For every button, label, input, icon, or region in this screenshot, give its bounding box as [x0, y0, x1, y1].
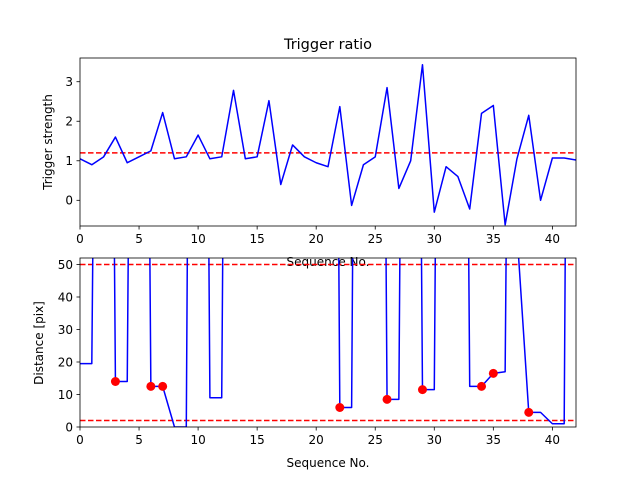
- y-axis-title: Distance [pix]: [32, 301, 46, 385]
- x-tick-label: 15: [250, 433, 265, 447]
- x-tick-label: 5: [135, 232, 143, 246]
- x-tick-label: 10: [190, 232, 205, 246]
- x-tick-label: 35: [486, 232, 501, 246]
- plot-area: [80, 258, 576, 427]
- data-point: [524, 407, 534, 417]
- data-point: [488, 368, 498, 378]
- y-tick-label: 0: [65, 420, 73, 434]
- y-tick-label: 1: [65, 154, 73, 168]
- data-point: [158, 381, 168, 391]
- x-tick-label: 5: [135, 433, 143, 447]
- x-tick-label: 40: [545, 433, 560, 447]
- x-tick-label: 25: [368, 232, 383, 246]
- plot-frame: [79, 57, 577, 227]
- x-tick-label: 0: [76, 232, 84, 246]
- data-point: [477, 381, 487, 391]
- data-point: [335, 403, 345, 412]
- data-point: [110, 377, 120, 386]
- y-tick-label: 0: [65, 194, 73, 208]
- y-axis-title: Trigger strength: [41, 94, 55, 191]
- x-tick-label: 30: [427, 433, 442, 447]
- y-tick-label: 50: [58, 258, 73, 272]
- x-tick-label: 35: [486, 433, 501, 447]
- x-axis-title: Sequence No.: [287, 255, 370, 269]
- x-tick-label: 20: [309, 433, 324, 447]
- distance-chart: Sequence No. Distance [pix] 0 5 10 15 20 25 30…: [32, 257, 577, 470]
- chart-title: Trigger ratio: [283, 37, 372, 53]
- plot-frame: [79, 257, 577, 428]
- y-tick-label: 2: [65, 115, 73, 129]
- x-tick-label: 20: [309, 232, 324, 246]
- x-tick-label: 30: [427, 232, 442, 246]
- y-tick-label: 10: [58, 388, 73, 402]
- data-point: [146, 381, 156, 391]
- x-tick-label: 0: [76, 433, 84, 447]
- y-tick-label: 40: [58, 290, 73, 304]
- plot-area: [80, 63, 576, 226]
- x-tick-label: 10: [190, 433, 205, 447]
- y-tick-label: 3: [65, 75, 73, 89]
- x-tick-label: 15: [250, 232, 265, 246]
- trigger-ratio-chart: Trigger ratio Sequence No. Trigger stren…: [41, 37, 577, 269]
- y-tick-label: 30: [58, 323, 73, 337]
- data-point: [382, 394, 392, 404]
- x-tick-label: 40: [545, 232, 560, 246]
- y-tick-label: 20: [58, 355, 73, 369]
- x-tick-label: 25: [368, 433, 383, 447]
- x-axis-title: Sequence No.: [287, 456, 370, 470]
- series-line-0: [80, 63, 576, 226]
- data-point: [417, 385, 427, 395]
